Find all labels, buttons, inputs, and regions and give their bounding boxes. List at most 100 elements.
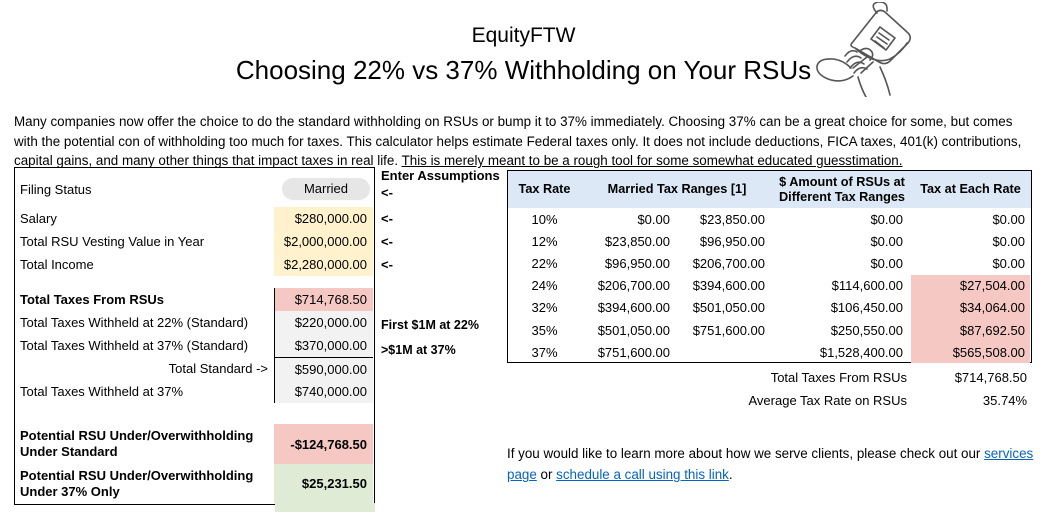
green-cell-overflow [275, 503, 375, 512]
assumptions-panel: Filing Status Married Salary $280,000.00… [14, 167, 375, 505]
arrow-rsu-vesting: <- [381, 234, 393, 249]
tax-rate-cell: 35% [531, 322, 558, 338]
tax-table-row: 24% $206,700.00 $394,600.00 $114,600.00 $27,… [508, 274, 1031, 297]
tax-table-body: 10% $0.00 $23,850.00 $0.00 $0.00 12% $23,850.0… [508, 208, 1031, 364]
potential-under-37-row: Potential RSU Under/Overwithholding Unde… [15, 464, 373, 503]
page-title: Choosing 22% vs 37% Withholding on Your … [235, 55, 812, 85]
summary-avg-rate-value: 35.74% [982, 393, 1027, 408]
total-income-cell[interactable]: $2,280,000.00 [274, 253, 373, 276]
rsu-vesting-row: Total RSU Vesting Value in Year $2,000,0… [15, 230, 373, 253]
total-taxes-from-rsus-row: Total Taxes From RSUs $714,768.50 [15, 288, 373, 311]
salary-input-cell[interactable]: $280,000.00 [274, 207, 373, 230]
enter-assumptions-label: Enter Assumptions [381, 168, 500, 183]
range-low-cell: $501,050.00 [597, 322, 670, 338]
potential-under-37-label: Potential RSU Under/Overwithholding Unde… [20, 467, 254, 499]
tax-at-rate-cell: $34,064.00 [911, 296, 1030, 319]
total-standard-cell: $590,000.00 [274, 357, 373, 380]
tax-rate-cell: 24% [531, 278, 558, 294]
range-high-cell: $206,700.00 [692, 255, 765, 271]
cta-text-after: . [728, 467, 733, 483]
withheld-37-standard-cell: $370,000.00 [274, 334, 373, 357]
range-low-cell: $751,600.00 [597, 344, 670, 360]
withheld-37-only-label: Total Taxes Withheld at 37% [20, 384, 184, 399]
total-income-label: Total Income [20, 257, 94, 272]
total-standard-row: Total Standard -> $590,000.00 [15, 357, 373, 380]
withheld-37-only-row: Total Taxes Withheld at 37% $740,000.00 [15, 380, 373, 403]
tax-at-rate-cell: $565,508.00 [911, 341, 1030, 364]
rsu-amount-cell: $0.00 [870, 255, 903, 271]
intro-paragraph: Many companies now offer the choice to d… [14, 112, 1038, 171]
rsu-vesting-label: Total RSU Vesting Value in Year [20, 234, 205, 249]
tax-table-row: 22% $96,950.00 $206,700.00 $0.00 $0.00 [508, 252, 1031, 274]
rsu-amount-cell: $106,450.00 [830, 300, 903, 316]
services-page-link[interactable]: services page [507, 446, 1034, 483]
note-over-1m: >$1M at 37% [381, 343, 456, 357]
tax-table-row: 35% $501,050.00 $751,600.00 $250,550.00 $87,… [508, 318, 1031, 342]
range-high-cell: $501,050.00 [692, 300, 765, 316]
arrow-filing-status: <- [381, 185, 393, 200]
summary-total-taxes-value: $714,768.50 [954, 370, 1027, 385]
range-low-cell: $0.00 [637, 211, 670, 227]
summary-total-taxes-row: Total Taxes From RSUs $714,768.50 [507, 367, 1029, 389]
intro-underlined-text: This is merely meant to be a rough tool … [401, 153, 903, 169]
header-tax-rate: Tax Rate [518, 182, 571, 196]
filing-status-row: Filing Status Married [15, 178, 372, 200]
total-taxes-from-rsus-label: Total Taxes From RSUs [20, 292, 164, 307]
tax-table-row: 32% $394,600.00 $501,050.00 $106,450.00 $34,… [508, 296, 1031, 319]
tax-at-rate-cell: $0.00 [992, 255, 1025, 271]
tax-rate-cell: 37% [531, 344, 558, 360]
tax-at-rate-cell: $27,504.00 [911, 274, 1030, 297]
cta-text-before: If you would like to learn more about ho… [507, 446, 985, 462]
salary-row: Salary $280,000.00 [15, 207, 373, 230]
filing-status-label: Filing Status [20, 181, 92, 197]
tax-table-row: 10% $0.00 $23,850.00 $0.00 $0.00 [508, 208, 1031, 230]
range-high-cell: $751,600.00 [692, 322, 765, 338]
schedule-call-link[interactable]: schedule a call using this link [556, 467, 729, 483]
summary-avg-rate-label: Average Tax Rate on RSUs [748, 393, 908, 408]
trophy-in-hand-logo [816, 2, 912, 97]
tax-table-row: 37% $751,600.00 $1,528,400.00 $565,508.00 [508, 341, 1031, 364]
tax-bracket-table: Tax Rate Married Tax Ranges [1] $ Amount… [507, 170, 1032, 364]
rsu-amount-cell: $0.00 [870, 211, 903, 227]
total-taxes-from-rsus-cell: $714,768.50 [274, 288, 373, 311]
header-married-ranges: Married Tax Ranges [1] [607, 182, 747, 196]
rsu-amount-cell: $114,600.00 [831, 278, 903, 294]
cta-text-middle: or [536, 467, 557, 483]
potential-under-standard-row: Potential RSU Under/Overwithholding Unde… [15, 424, 373, 464]
withheld-22-standard-label: Total Taxes Withheld at 22% (Standard) [20, 315, 249, 330]
tax-at-rate-cell: $87,692.50 [911, 318, 1030, 342]
rsu-amount-cell: $250,550.00 [830, 322, 903, 338]
header-tax-each-rate: Tax at Each Rate [920, 182, 1021, 196]
tax-rate-cell: 10% [531, 211, 558, 227]
services-cta-paragraph: If you would like to learn more about ho… [507, 443, 1041, 485]
tax-table-row: 12% $23,850.00 $96,950.00 $0.00 $0.00 [508, 230, 1031, 252]
tax-rate-cell: 12% [531, 233, 558, 249]
withheld-37-standard-row: Total Taxes Withheld at 37% (Standard) $… [15, 334, 373, 357]
rsu-amount-cell: $0.00 [870, 233, 903, 249]
rsu-amount-cell: $1,528,400.00 [819, 344, 903, 360]
rsu-vesting-input-cell[interactable]: $2,000,000.00 [274, 230, 373, 253]
tax-rate-cell: 32% [531, 300, 558, 316]
potential-under-37-cell: $25,231.50 [274, 464, 373, 503]
range-low-cell: $96,950.00 [604, 255, 670, 271]
summary-avg-rate-row: Average Tax Rate on RSUs 35.74% [507, 390, 1029, 412]
arrow-total-income: <- [381, 257, 393, 272]
range-low-cell: $394,600.00 [597, 300, 670, 316]
tax-rate-cell: 22% [531, 255, 558, 271]
range-low-cell: $206,700.00 [597, 278, 670, 294]
tax-at-rate-cell: $0.00 [992, 211, 1025, 227]
salary-label: Salary [20, 211, 57, 226]
potential-under-standard-label: Potential RSU Under/Overwithholding Unde… [20, 428, 254, 459]
range-low-cell: $23,850.00 [604, 233, 670, 249]
tax-at-rate-cell: $0.00 [992, 233, 1025, 249]
total-income-row: Total Income $2,280,000.00 [15, 253, 373, 276]
intro-text: Many companies now offer the choice to d… [14, 114, 1022, 169]
brand-title: EquityFTW [471, 24, 576, 47]
withheld-22-standard-cell: $220,000.00 [274, 311, 373, 334]
range-high-cell: $96,950.00 [699, 233, 765, 249]
filing-status-dropdown[interactable]: Married [282, 178, 370, 200]
tax-table-header: Tax Rate Married Tax Ranges [1] $ Amount… [508, 171, 1031, 208]
range-high-cell: $394,600.00 [692, 278, 765, 294]
header-rsu-amount: $ Amount of RSUs at Different Tax Ranges [779, 174, 905, 204]
